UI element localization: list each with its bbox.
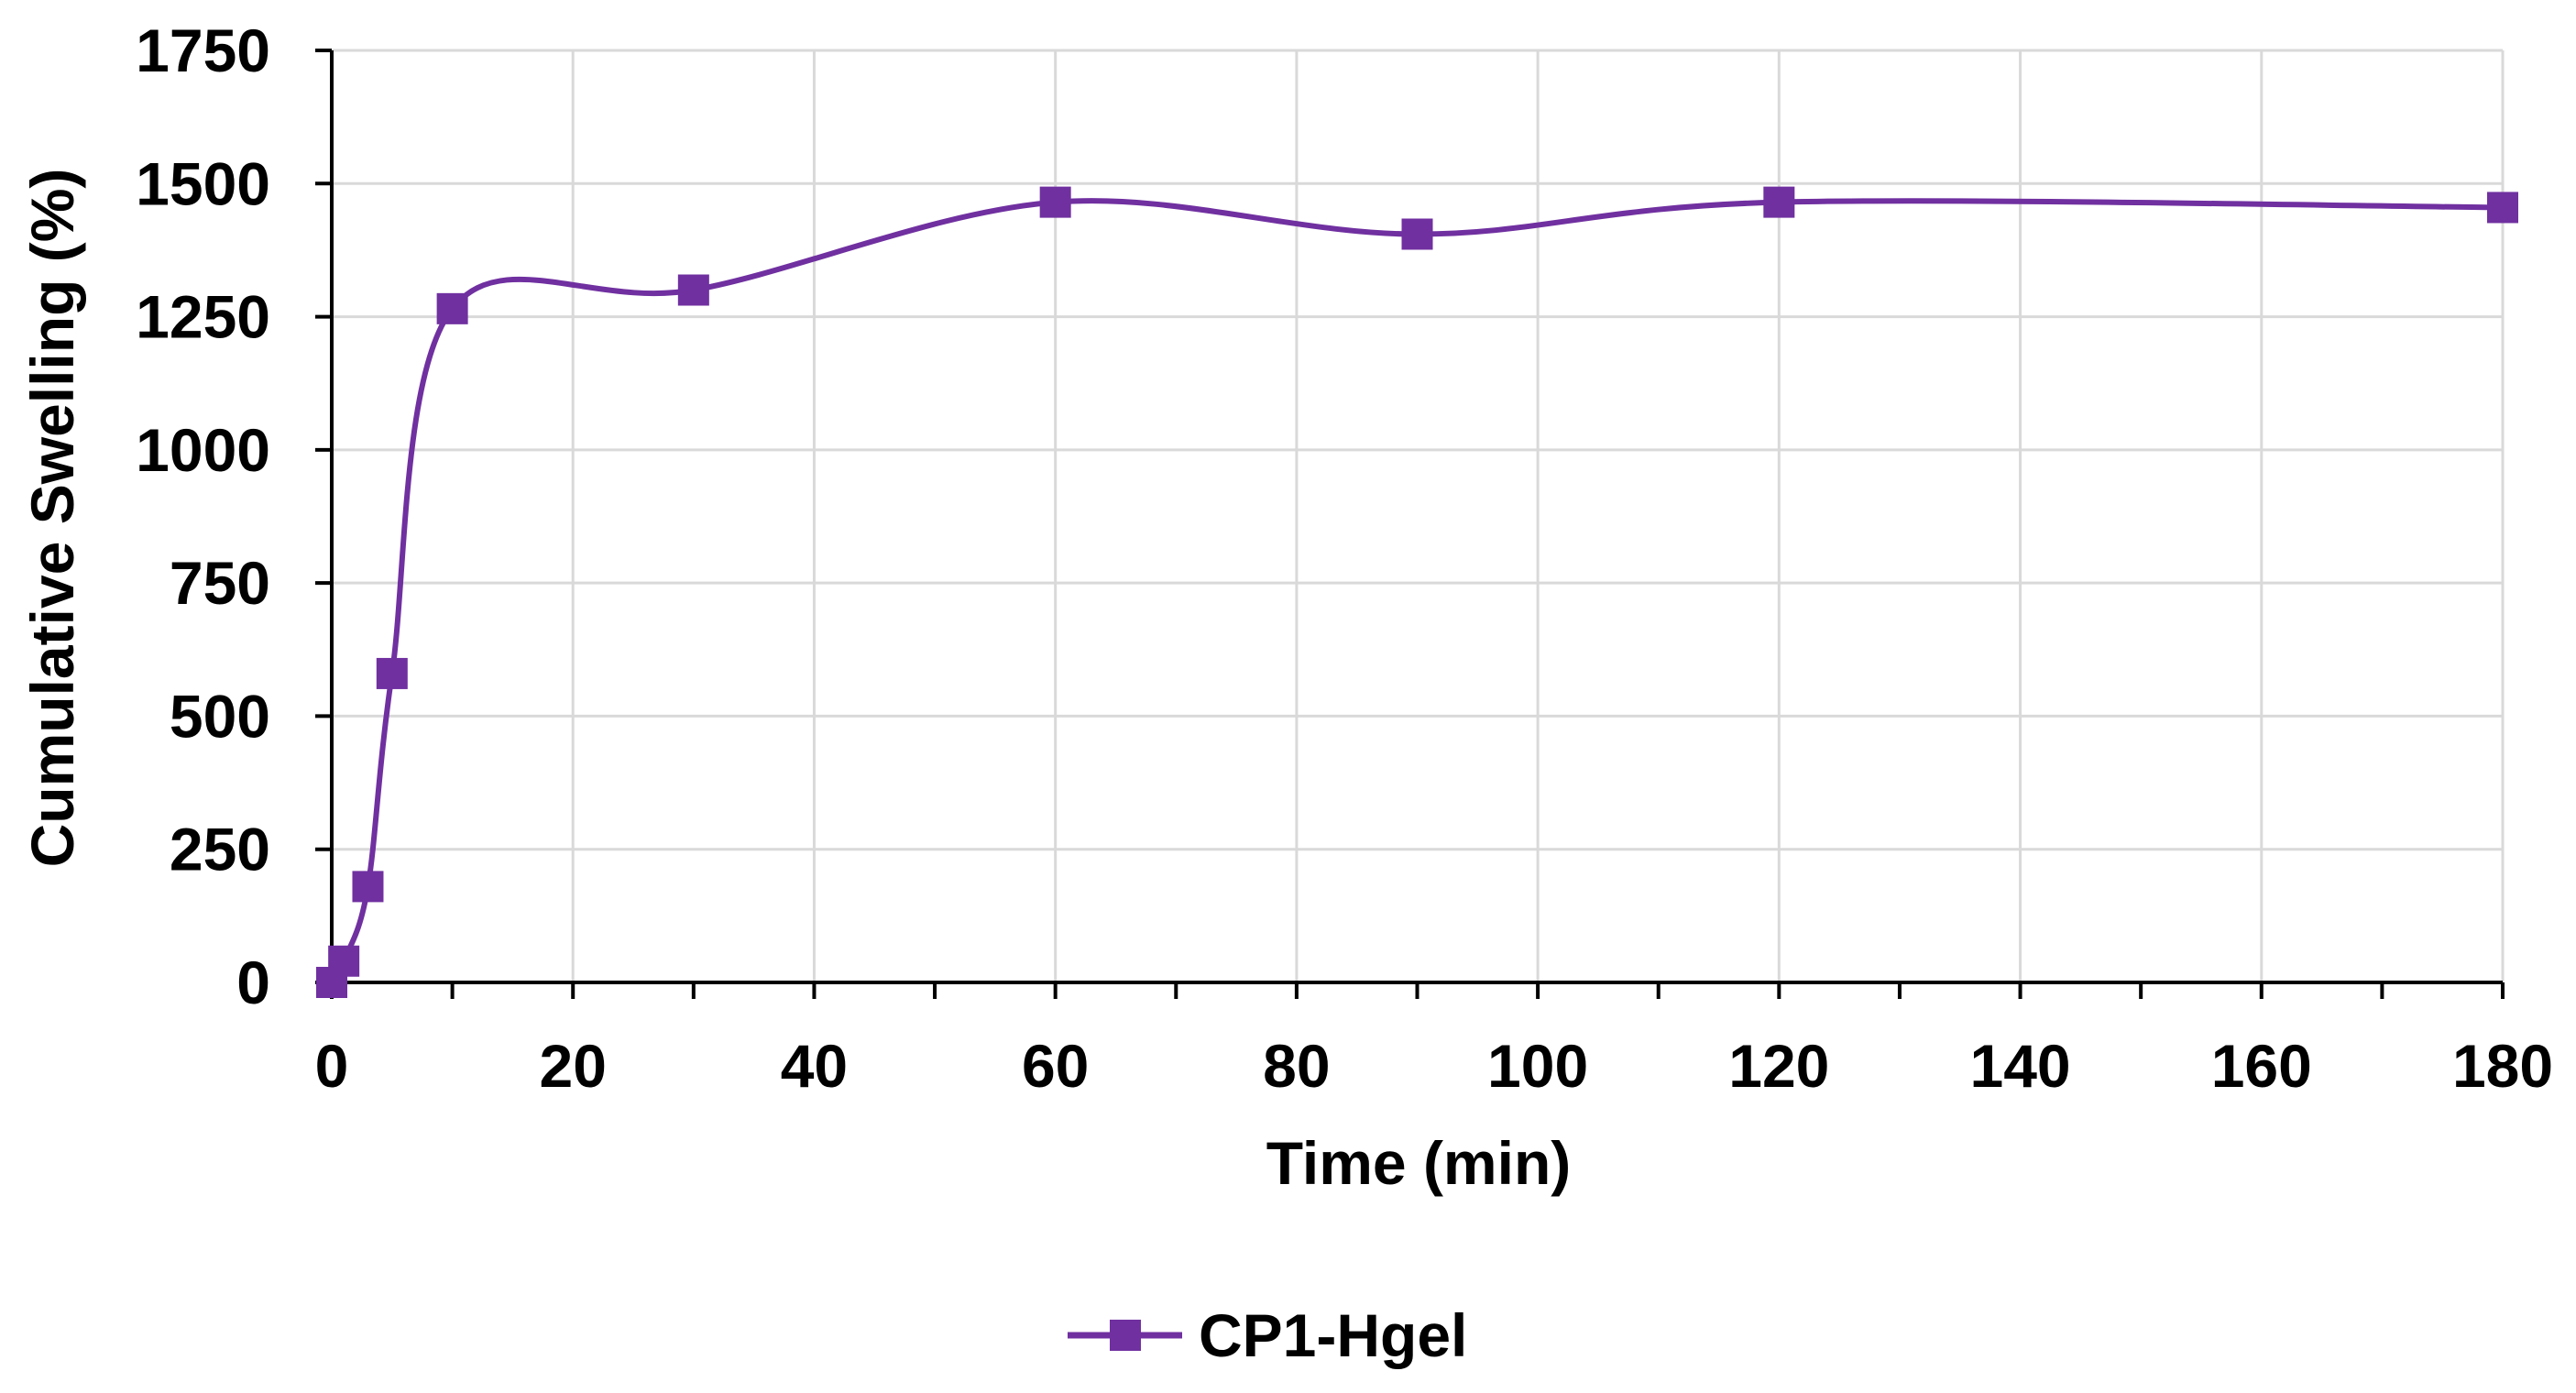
x-tick-label: 100 xyxy=(1487,1032,1588,1100)
x-tick-label: 0 xyxy=(315,1032,349,1100)
legend-marker xyxy=(1110,1320,1141,1351)
y-tick-label: 1750 xyxy=(136,16,270,84)
data-point-marker xyxy=(2487,192,2518,224)
legend: CP1-Hgel xyxy=(1068,1301,1467,1369)
y-tick-label: 500 xyxy=(170,682,270,750)
x-axis-title: Time (min) xyxy=(1266,1129,1571,1197)
x-tick-labels: 0 20 40 60 80 100 120 140 160 180 xyxy=(315,1032,2553,1100)
grid-lines xyxy=(332,49,2505,982)
y-tick-label: 1250 xyxy=(136,283,270,351)
data-point-marker xyxy=(436,292,468,324)
y-tick-label: 1000 xyxy=(136,416,270,484)
x-tick-label: 20 xyxy=(540,1032,607,1100)
y-tick-label: 750 xyxy=(170,549,270,617)
data-point-marker xyxy=(376,657,408,689)
x-tick-label: 120 xyxy=(1728,1032,1829,1100)
x-tick-label: 180 xyxy=(2452,1032,2553,1100)
y-tick-label: 250 xyxy=(170,816,270,883)
y-axis-title: Cumulative Swelling (%) xyxy=(18,169,86,868)
y-tick-labels: 0 250 500 750 1000 1250 1500 1750 xyxy=(136,16,270,1016)
data-point-marker xyxy=(1401,218,1433,250)
data-point-marker xyxy=(328,945,360,977)
x-tick-label: 160 xyxy=(2211,1032,2312,1100)
x-tick-label: 60 xyxy=(1022,1032,1089,1100)
data-point-marker xyxy=(1039,186,1071,218)
tick-marks xyxy=(315,49,2505,999)
data-point-marker xyxy=(352,871,384,903)
y-tick-label: 1500 xyxy=(136,149,270,217)
x-tick-label: 140 xyxy=(1969,1032,2070,1100)
legend-label: CP1-Hgel xyxy=(1199,1301,1467,1369)
data-point-marker xyxy=(1763,186,1795,218)
x-tick-label: 80 xyxy=(1263,1032,1330,1100)
y-tick-label: 0 xyxy=(236,949,270,1016)
x-tick-label: 40 xyxy=(781,1032,848,1100)
data-point-marker xyxy=(677,274,709,306)
series-layer xyxy=(316,186,2518,998)
axes xyxy=(330,50,2503,984)
